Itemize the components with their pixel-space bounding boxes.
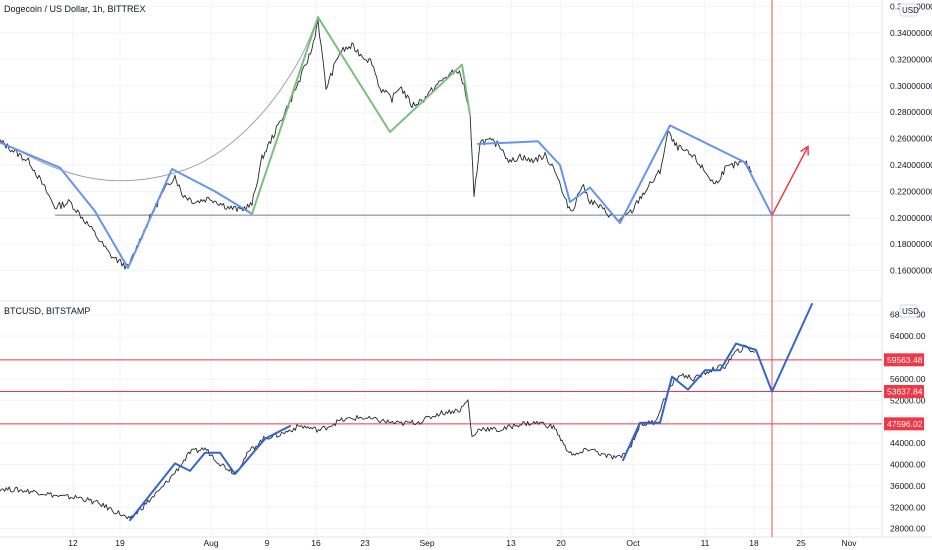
x-tick-label: 23 — [360, 538, 370, 548]
btc-currency-badge[interactable]: USD — [899, 304, 919, 318]
x-tick-label: Oct — [626, 538, 640, 548]
x-tick-label: Aug — [203, 538, 218, 548]
btc-price-level-tag — [884, 385, 924, 399]
doge-pattern-line[interactable] — [251, 16, 471, 215]
btc-price-level-label: 47596.02 — [887, 419, 923, 429]
btc-y-tick-label: 32000.00 — [890, 502, 926, 512]
x-tick-label: 19 — [115, 538, 125, 548]
x-tick-label: 25 — [796, 538, 806, 548]
x-tick-label: 16 — [311, 538, 321, 548]
btc-y-tick-label: 56000.00 — [890, 374, 926, 384]
btc-y-tick-label: 40000.00 — [890, 459, 926, 469]
doge-pattern-line[interactable] — [0, 141, 253, 269]
btc-y-tick-label: 28000.00 — [890, 524, 926, 534]
doge-projection-arrow[interactable] — [771, 146, 809, 216]
x-tick-label: 12 — [68, 538, 78, 548]
btc-price-level-tag — [884, 353, 924, 367]
doge-y-tick-label: 0.20000000 — [890, 213, 932, 223]
doge-pattern-line[interactable] — [477, 124, 773, 225]
btc-y-tick-label: 44000.00 — [890, 438, 926, 448]
doge-pane — [0, 0, 850, 537]
doge-y-tick-label: 0.30000000 — [890, 81, 932, 91]
doge-y-tick-label: 0.18000000 — [890, 239, 932, 249]
btc-price-level-label: 59563.48 — [887, 355, 923, 365]
btc-y-tick-label: 52000.00 — [890, 395, 926, 405]
doge-cup-curve — [0, 17, 319, 182]
x-tick-label: 9 — [265, 538, 270, 548]
doge-y-tick-label: 0.22000000 — [890, 186, 932, 196]
time-axis: 12 19 Aug 9 16 23 Sep 13 20 Oct 11 18 25 Nov — [68, 538, 857, 548]
btc-pattern-line[interactable] — [129, 425, 291, 522]
btc-chart-title: BTCUSD, BITSTAMP — [4, 306, 90, 316]
doge-y-tick-label: 0.32000000 — [890, 54, 932, 64]
grid-layer — [0, 0, 882, 537]
doge-y-tick-label: 0.34000000 — [890, 28, 932, 38]
x-tick-label: 20 — [556, 538, 566, 548]
doge-currency-badge[interactable]: USD — [899, 3, 919, 17]
doge-projection-arrowhead — [800, 145, 809, 156]
x-tick-label: Nov — [841, 538, 857, 548]
btc-y-tick-label: 36000.00 — [890, 481, 926, 491]
doge-y-tick-label: 0.24000000 — [890, 160, 932, 170]
btc-price-level-label: 53637.84 — [887, 387, 923, 397]
doge-y-tick-label: 0.16000000 — [890, 266, 932, 276]
doge-price-series — [0, 19, 753, 270]
x-tick-label: 13 — [506, 538, 516, 548]
x-tick-label: Sep — [419, 538, 434, 548]
x-tick-label: 18 — [749, 538, 759, 548]
btc-currency-label: USD — [902, 307, 919, 316]
btc-price-level-tag — [884, 417, 924, 431]
btc-pane — [0, 303, 882, 522]
doge-currency-label: USD — [902, 6, 919, 15]
x-tick-label: 11 — [701, 538, 710, 548]
doge-y-tick-label: 0.28000000 — [890, 107, 932, 117]
btc-pattern-line[interactable] — [622, 303, 813, 462]
btc-y-tick-label: 64000.00 — [890, 331, 926, 341]
doge-chart-title: Dogecoin / US Dollar, 1h, BITTREX — [4, 4, 146, 14]
doge-y-tick-label: 0.26000000 — [890, 134, 932, 144]
